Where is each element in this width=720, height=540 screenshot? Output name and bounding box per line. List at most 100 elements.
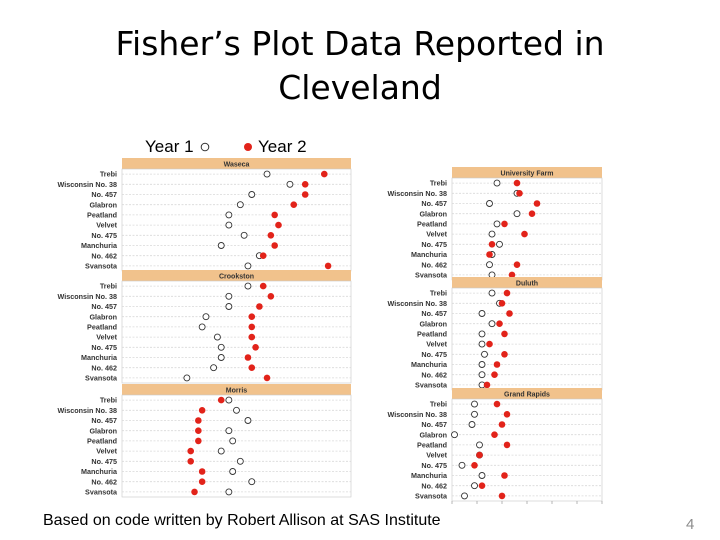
point-year1 bbox=[240, 231, 248, 239]
category-label: Velvet bbox=[426, 340, 447, 349]
category-label: Wisconsin No. 38 bbox=[58, 292, 117, 301]
point-year1 bbox=[263, 170, 271, 178]
category-label: Peatland bbox=[87, 323, 117, 332]
point-year2 bbox=[275, 221, 282, 229]
point-year2 bbox=[501, 472, 508, 479]
category-label: No. 462 bbox=[91, 477, 117, 486]
point-year2 bbox=[516, 190, 523, 197]
category-label: No. 457 bbox=[91, 190, 117, 199]
category-label: Peatland bbox=[417, 441, 447, 450]
category-label: Glabron bbox=[89, 426, 117, 435]
point-year1 bbox=[225, 427, 233, 435]
panel-strip-university-farm bbox=[452, 167, 602, 178]
point-year2 bbox=[271, 242, 278, 249]
footnote: Based on code written by Robert Allison … bbox=[43, 512, 441, 529]
point-year2 bbox=[533, 200, 541, 207]
category-label: Peatland bbox=[417, 330, 447, 339]
point-year2 bbox=[501, 351, 508, 358]
panel-title-waseca: Waseca bbox=[224, 162, 250, 169]
point-year2 bbox=[187, 447, 194, 455]
category-label: Glabron bbox=[89, 200, 117, 209]
category-label: Velvet bbox=[426, 451, 447, 460]
point-year2 bbox=[259, 252, 267, 259]
point-year2 bbox=[195, 427, 202, 435]
category-label: Trebi bbox=[100, 170, 117, 179]
category-label: No. 462 bbox=[91, 251, 117, 260]
point-year1 bbox=[244, 417, 252, 424]
point-year2 bbox=[248, 313, 256, 320]
point-year2 bbox=[491, 371, 498, 378]
point-year1 bbox=[488, 320, 496, 328]
point-year1 bbox=[213, 333, 221, 341]
point-year1 bbox=[461, 492, 468, 500]
point-year2 bbox=[198, 468, 206, 475]
category-label: Wisconsin No. 38 bbox=[388, 299, 447, 308]
point-year1 bbox=[248, 191, 256, 198]
slide-title-line-2: Cleveland bbox=[278, 68, 442, 107]
point-year1 bbox=[217, 343, 225, 351]
point-year2 bbox=[263, 374, 271, 382]
category-label: Peatland bbox=[87, 437, 117, 446]
point-year2 bbox=[498, 421, 506, 428]
point-year2 bbox=[501, 330, 508, 338]
point-year1 bbox=[486, 200, 493, 207]
point-year1 bbox=[217, 242, 225, 249]
legend-year2-label: Year 2 bbox=[258, 137, 307, 156]
point-year2 bbox=[493, 361, 501, 368]
panel-strip-duluth bbox=[452, 277, 602, 288]
category-label: Svansota bbox=[415, 492, 448, 501]
point-year1 bbox=[488, 230, 496, 238]
point-year2 bbox=[486, 251, 493, 258]
point-year2 bbox=[267, 232, 275, 239]
point-year1 bbox=[478, 310, 486, 317]
point-year1 bbox=[476, 441, 483, 449]
point-year2 bbox=[195, 437, 202, 445]
point-year2 bbox=[248, 333, 256, 341]
category-label: Manchuria bbox=[81, 241, 118, 250]
point-year1 bbox=[225, 221, 233, 229]
point-year1 bbox=[217, 447, 225, 455]
panel-title-university-farm: University Farm bbox=[501, 171, 554, 178]
category-label: Wisconsin No. 38 bbox=[58, 180, 117, 189]
point-year1 bbox=[225, 292, 233, 300]
point-year2 bbox=[256, 303, 263, 310]
point-year1 bbox=[244, 282, 252, 290]
category-label: Svansota bbox=[85, 488, 118, 497]
category-label: No. 457 bbox=[91, 416, 117, 425]
point-year1 bbox=[210, 364, 218, 372]
point-year2 bbox=[506, 310, 513, 317]
slide-title: Fisher’s Plot Data Reported in Cleveland bbox=[0, 22, 720, 110]
legend-year2-marker bbox=[244, 143, 252, 151]
category-label: Manchuria bbox=[81, 467, 118, 476]
point-year2 bbox=[271, 211, 278, 219]
point-year1 bbox=[286, 180, 294, 188]
point-year2 bbox=[513, 179, 521, 187]
point-year2 bbox=[488, 241, 496, 248]
point-year1 bbox=[236, 201, 244, 209]
point-year2 bbox=[483, 381, 491, 389]
category-label: No. 475 bbox=[421, 350, 447, 359]
point-year1 bbox=[451, 431, 458, 439]
point-year1 bbox=[493, 220, 501, 228]
category-label: Wisconsin No. 38 bbox=[388, 410, 447, 419]
category-label: Manchuria bbox=[411, 250, 448, 259]
category-label: Velvet bbox=[96, 333, 117, 342]
panel-title-crookston: Crookston bbox=[219, 274, 254, 281]
point-year1 bbox=[233, 406, 240, 414]
point-year2 bbox=[198, 478, 206, 486]
point-year1 bbox=[225, 396, 233, 404]
point-year2 bbox=[498, 492, 506, 500]
point-year1 bbox=[471, 482, 478, 490]
point-year1 bbox=[244, 262, 252, 270]
category-label: Wisconsin No. 38 bbox=[58, 406, 117, 415]
panel-title-morris: Morris bbox=[226, 388, 248, 395]
category-label: Glabron bbox=[419, 209, 447, 218]
point-year2 bbox=[244, 354, 252, 361]
category-label: Wisconsin No. 38 bbox=[388, 189, 447, 198]
panel-title-grand-rapids: Grand Rapids bbox=[504, 392, 550, 399]
point-year1 bbox=[225, 488, 233, 496]
point-year2 bbox=[259, 282, 267, 290]
point-year2 bbox=[491, 431, 498, 439]
category-label: No. 475 bbox=[421, 240, 447, 249]
